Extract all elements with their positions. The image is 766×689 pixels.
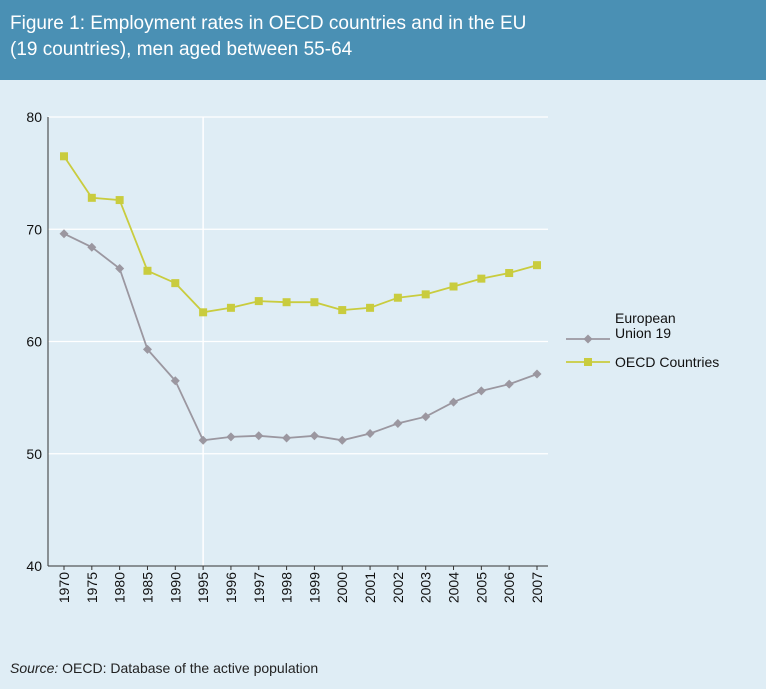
eu19-point — [170, 376, 180, 386]
eu19-point — [59, 229, 69, 239]
gridlines — [48, 116, 548, 566]
x-tick-label: 2003 — [418, 572, 434, 603]
eu19-point — [198, 435, 208, 445]
y-tick-label: 40 — [26, 558, 42, 574]
x-tick-label: 1970 — [56, 572, 72, 603]
y-tick-label: 80 — [26, 109, 42, 125]
eu19-point — [504, 379, 514, 389]
x-tick-label: 2004 — [446, 572, 462, 603]
x-tick-label: 1996 — [223, 572, 239, 603]
oecd-point — [226, 303, 235, 312]
y-tick-label: 70 — [26, 221, 42, 237]
x-tick-label: 1999 — [306, 572, 322, 603]
y-tick-label: 60 — [26, 334, 42, 350]
oecd-point — [310, 298, 319, 307]
oecd-point — [338, 306, 347, 315]
series-lines — [59, 152, 542, 445]
x-tick-label: 1998 — [279, 572, 295, 603]
eu19-point — [254, 431, 264, 441]
eu19-point — [421, 412, 431, 422]
oecd-point — [282, 298, 291, 307]
source-prefix: Source: — [10, 660, 59, 676]
y-tick-label: 50 — [26, 446, 42, 462]
axes: 40 50 60 70 80 1970 1975 1980 1985 1990 1995 1996 19… — [26, 109, 548, 603]
eu19-point — [449, 397, 459, 407]
x-tick-label: 2006 — [501, 572, 517, 603]
x-tick-label: 2002 — [390, 572, 406, 603]
eu19-point — [142, 344, 152, 354]
oecd-point — [115, 196, 124, 205]
oecd-point — [87, 193, 96, 202]
series-line-eu19 — [63, 232, 538, 442]
x-tick-label: 2005 — [473, 572, 489, 603]
oecd-point — [254, 297, 263, 306]
legend-marker-oecd — [584, 358, 592, 366]
oecd-point — [477, 274, 486, 283]
oecd-point — [60, 152, 68, 161]
oecd-point — [533, 261, 541, 270]
source-text: OECD: Database of the active population — [58, 660, 319, 676]
legend-label-eu19-line1: European — [615, 310, 676, 326]
eu19-point — [115, 264, 125, 274]
x-tick-label: 2000 — [334, 572, 350, 603]
line-chart: 40 50 60 70 80 1970 1975 1980 1985 1990 1995 1996 19… — [26, 109, 719, 603]
x-tick-label: 1990 — [167, 572, 183, 603]
oecd-point — [505, 269, 514, 278]
x-tick-label: 1975 — [84, 572, 100, 603]
oecd-point — [366, 303, 375, 312]
x-tick-label: 2001 — [362, 572, 378, 603]
eu19-point — [476, 386, 486, 396]
legend-marker-eu19 — [583, 334, 593, 344]
title-bar: Figure 1: Employment rates in OECD count… — [0, 0, 766, 80]
oecd-point — [393, 293, 402, 302]
oecd-point — [421, 290, 430, 299]
x-tick-label: 1985 — [139, 572, 155, 603]
x-tick-label: 1980 — [112, 572, 128, 603]
eu19-point — [365, 429, 375, 439]
oecd-point — [449, 282, 458, 291]
legend-label-eu19-line2: Union 19 — [615, 325, 671, 341]
source-note: Source: OECD: Database of the active pop… — [10, 660, 318, 676]
eu19-point — [532, 369, 542, 379]
eu19-point — [337, 435, 347, 445]
eu19-point — [309, 431, 319, 441]
x-tick-label: 1995 — [195, 572, 211, 603]
series-line-oecd — [63, 155, 538, 314]
eu19-point — [393, 418, 403, 428]
eu19-point — [87, 242, 97, 252]
oecd-point — [171, 279, 180, 288]
x-tick-label: 1997 — [251, 572, 267, 603]
x-tick-label: 2007 — [529, 572, 545, 603]
eu19-point — [282, 433, 292, 443]
oecd-point — [143, 266, 152, 275]
legend-label-oecd: OECD Countries — [615, 354, 719, 370]
oecd-point — [199, 308, 208, 317]
eu19-point — [226, 432, 236, 442]
chart-title: Figure 1: Employment rates in OECD count… — [10, 13, 527, 60]
